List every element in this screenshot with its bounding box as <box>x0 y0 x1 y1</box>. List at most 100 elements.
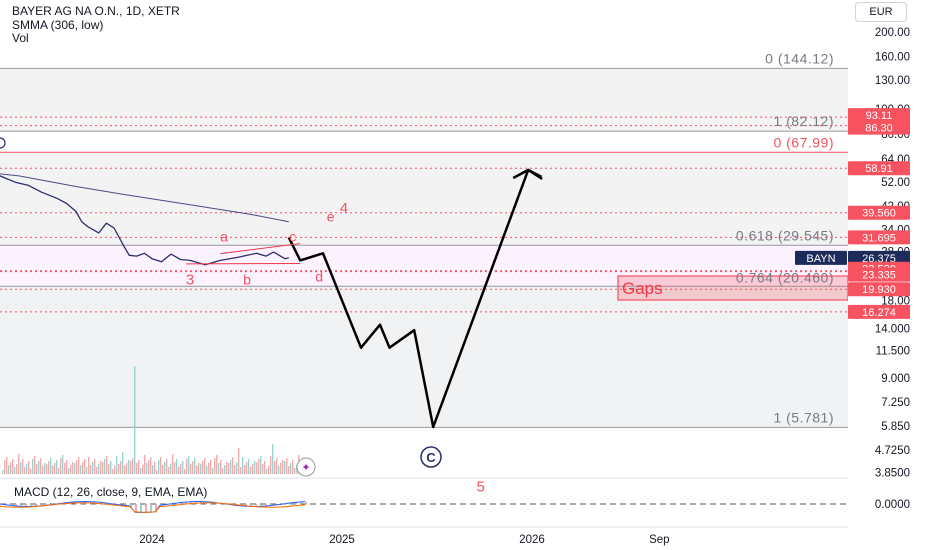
macd-histogram-bar <box>215 502 217 505</box>
indicator-label: SMMA (306, low) <box>12 18 104 32</box>
wave-label: 5 <box>477 479 485 496</box>
volume-bar <box>10 462 12 474</box>
macd-histogram-bar <box>25 504 27 507</box>
volume-bar <box>48 461 50 474</box>
volume-bar <box>252 464 254 474</box>
wave-label: c <box>289 228 296 244</box>
fib-band-lower <box>0 286 848 428</box>
wave-label: 4 <box>340 200 348 217</box>
series-lines <box>0 168 543 429</box>
volume-bar <box>260 456 262 474</box>
volume-bar <box>92 462 94 474</box>
badge-bg <box>848 304 910 319</box>
macd-histogram-bar <box>35 504 37 507</box>
macd-histogram-bar <box>125 504 127 507</box>
badge-bg <box>848 282 910 297</box>
volume-bar <box>200 464 202 474</box>
volume-bar <box>22 459 24 474</box>
volume-bar <box>278 466 280 474</box>
price-line <box>0 175 289 266</box>
replay-icon: ✦ <box>301 462 310 474</box>
badge-label: 93.11 <box>866 110 893 122</box>
volume-bar <box>208 463 210 474</box>
x-tick-label: Sep <box>649 534 669 546</box>
volume-bar <box>132 458 134 474</box>
volume-bar <box>268 466 270 474</box>
volume-bar <box>210 460 212 474</box>
volume-bar <box>296 465 298 474</box>
volume-bar <box>78 457 80 474</box>
circle-marker <box>420 446 442 468</box>
volume-bar <box>280 463 282 474</box>
macd-histogram-bar <box>135 504 137 513</box>
volume-bar <box>234 465 236 474</box>
volume-bar <box>94 459 96 474</box>
volume-bar <box>244 465 246 474</box>
replay-button <box>296 457 316 477</box>
volume-bar <box>62 455 64 474</box>
volume-bar <box>44 463 46 474</box>
volume-bar <box>264 461 266 474</box>
macd-histogram-bar <box>180 502 182 505</box>
circle-label: C <box>426 450 436 465</box>
volume-bar <box>96 467 98 474</box>
volume-bar <box>250 467 252 474</box>
volume-bar <box>88 457 90 474</box>
volume-bar <box>158 460 160 474</box>
volume-bar <box>116 456 118 474</box>
badge-bg <box>848 108 910 123</box>
fib-label: 1 (5.781) <box>773 409 834 425</box>
badge-label: 16.274 <box>862 307 896 319</box>
volume-bar <box>120 461 122 474</box>
fib-band-purple <box>0 245 848 287</box>
volume-bar <box>50 458 52 474</box>
volume-bar <box>224 465 226 474</box>
macd-histogram-bar <box>255 504 257 507</box>
volume-bar <box>290 463 292 474</box>
volume-bar <box>232 457 234 474</box>
volume-bar <box>118 464 120 474</box>
volume-bar <box>84 459 86 474</box>
volume-bar <box>26 464 28 474</box>
volume-bar <box>134 366 136 474</box>
volume-bar <box>40 458 42 474</box>
volume-bar <box>70 465 72 474</box>
volume-bar <box>8 465 10 474</box>
volume-bar <box>82 462 84 474</box>
volume-bar <box>76 460 78 474</box>
badge-label: 86.30 <box>865 123 893 135</box>
wave-label: d <box>315 268 323 284</box>
badge-bg <box>848 161 910 176</box>
y-tick-label: 11.500 <box>876 346 910 358</box>
volume-bar <box>110 461 112 474</box>
macd-histogram-bar <box>145 504 147 513</box>
volume-bar <box>130 461 132 474</box>
wave-label: a <box>220 228 228 244</box>
volume-bar <box>166 459 168 474</box>
arrow-head <box>512 168 543 181</box>
volume-bar <box>74 463 76 474</box>
volume-bar <box>4 460 6 474</box>
fib-label: 0.618 (29.545) <box>736 227 834 243</box>
macd-histogram-bar <box>300 501 302 505</box>
volume-bar <box>230 460 232 474</box>
badge-bg <box>795 250 847 265</box>
volume-bar <box>168 467 170 474</box>
volume-bar <box>270 456 272 474</box>
volume-bar <box>182 461 184 474</box>
volume-bar <box>214 458 216 474</box>
macd-histogram-bar <box>290 503 292 505</box>
wave-label: b <box>243 271 251 287</box>
volume-bar <box>124 466 126 474</box>
projection-line <box>287 168 543 429</box>
volume-bar <box>106 456 108 474</box>
y-tick-label: 18.00 <box>881 296 910 308</box>
volume-bar <box>178 467 180 474</box>
volume-bar <box>136 463 138 474</box>
y-tick-label: 160.00 <box>875 52 910 64</box>
volume-bar <box>150 457 152 474</box>
wave-label: 3 <box>186 271 194 288</box>
macd-histogram-bar <box>285 503 287 505</box>
currency-button[interactable]: EUR <box>855 2 907 22</box>
